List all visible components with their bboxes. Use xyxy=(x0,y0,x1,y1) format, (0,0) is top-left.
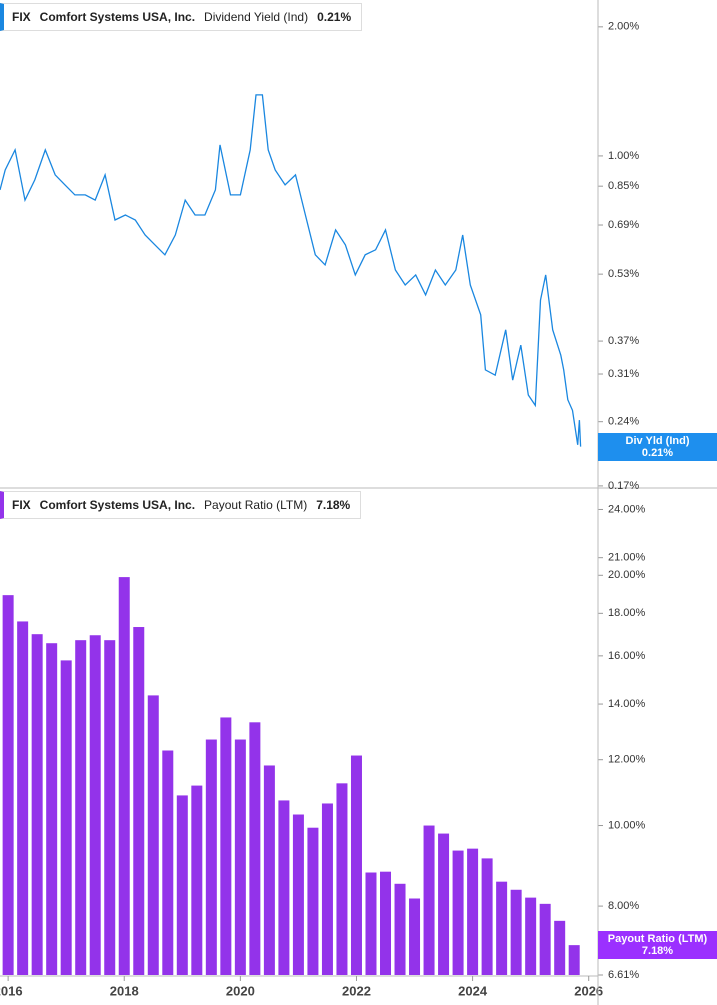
x-tick-label: 2026 xyxy=(574,983,603,998)
bar xyxy=(438,833,450,975)
bar xyxy=(176,795,188,975)
y-tick-label: 10.00% xyxy=(608,819,646,831)
bar xyxy=(249,722,261,975)
bar xyxy=(292,814,304,975)
bar xyxy=(394,883,406,975)
x-tick-label: 2024 xyxy=(458,983,488,998)
bar xyxy=(191,785,203,975)
y-tick-label: 1.00% xyxy=(608,150,639,162)
bar xyxy=(220,717,232,975)
bar xyxy=(46,643,58,975)
bar xyxy=(539,903,551,975)
bar xyxy=(568,945,580,975)
company: Comfort Systems USA, Inc. xyxy=(39,10,196,24)
company: Comfort Systems USA, Inc. xyxy=(39,498,196,512)
y-tick-label: 6.61% xyxy=(608,969,639,981)
bar xyxy=(409,898,421,975)
bar xyxy=(278,800,290,975)
bar xyxy=(380,871,392,975)
x-tick-label: 2016 xyxy=(0,983,23,998)
bar xyxy=(510,889,522,975)
bar xyxy=(31,634,43,975)
bar xyxy=(336,783,348,975)
y-tick-label: 8.00% xyxy=(608,900,639,912)
y-tick-label: 0.37% xyxy=(608,335,639,347)
bar xyxy=(205,739,217,975)
tag-value: 7.18% xyxy=(641,945,674,958)
y-tick-label: 12.00% xyxy=(608,754,646,766)
bar xyxy=(321,803,333,975)
y-tick-label: 14.00% xyxy=(608,698,646,710)
bar xyxy=(263,765,275,975)
x-tick-label: 2020 xyxy=(226,983,255,998)
y-tick-label: 0.17% xyxy=(608,480,639,492)
legend: FIX Comfort Systems USA, Inc. Dividend Y… xyxy=(0,3,363,31)
bar xyxy=(481,858,493,975)
bar xyxy=(467,848,479,975)
bar xyxy=(60,660,72,975)
series-name: Payout Ratio (LTM) xyxy=(204,498,308,512)
bar xyxy=(307,827,319,975)
tag-label: Div Yld (Ind) xyxy=(625,434,690,447)
y-tick-label: 0.31% xyxy=(608,368,639,380)
bar xyxy=(234,739,246,975)
bar xyxy=(496,881,508,975)
y-tick-label: 0.53% xyxy=(608,268,639,280)
y-tick-label: 20.00% xyxy=(608,569,646,581)
series-name: Dividend Yield (Ind) xyxy=(204,10,309,24)
ticker: FIX xyxy=(12,498,31,512)
tag-value: 0.21% xyxy=(641,446,674,459)
bar xyxy=(525,897,537,975)
bar xyxy=(104,640,116,975)
price-tag: Div Yld (Ind) 0.21% xyxy=(598,432,717,461)
y-tick-label: 0.85% xyxy=(608,180,639,192)
y-tick-label: 21.00% xyxy=(608,552,646,564)
bar xyxy=(2,595,14,975)
bar xyxy=(554,920,566,975)
last-value: 0.21% xyxy=(317,10,352,24)
bar xyxy=(133,627,145,975)
y-tick-label: 2.00% xyxy=(608,21,639,33)
last-value: 7.18% xyxy=(316,498,351,512)
bar xyxy=(75,640,87,975)
bar xyxy=(423,825,435,975)
y-tick-label: 16.00% xyxy=(608,650,646,662)
line xyxy=(0,94,582,447)
price-tag: Payout Ratio (LTM) 7.18% xyxy=(598,931,717,960)
bar xyxy=(162,750,174,975)
bar xyxy=(147,695,159,975)
legend: FIX Comfort Systems USA, Inc. Payout Rat… xyxy=(0,491,362,519)
bar xyxy=(452,850,464,975)
y-tick-label: 24.00% xyxy=(608,503,646,515)
x-tick-label: 2018 xyxy=(110,983,139,998)
y-tick-label: 0.24% xyxy=(608,416,639,428)
bar xyxy=(365,872,377,975)
tag-label: Payout Ratio (LTM) xyxy=(607,933,708,946)
ticker: FIX xyxy=(12,10,31,24)
bar xyxy=(350,755,362,975)
y-tick-label: 0.69% xyxy=(608,219,639,231)
x-tick-label: 2022 xyxy=(342,983,371,998)
y-tick-label: 18.00% xyxy=(608,607,646,619)
bar xyxy=(118,577,130,975)
bar xyxy=(17,621,29,975)
bar xyxy=(89,635,101,975)
